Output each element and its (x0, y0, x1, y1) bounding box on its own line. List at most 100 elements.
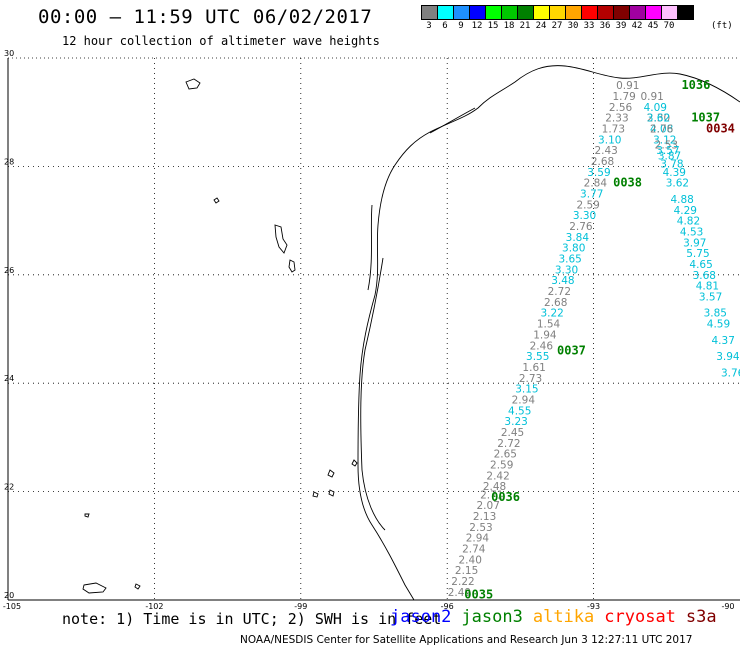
swh-value: 3.30 (555, 264, 578, 276)
swh-value: 3.10 (598, 134, 621, 146)
swh-value: 3.23 (504, 416, 527, 428)
swh-value: 0.91 (640, 91, 663, 103)
legend-label: 33 (583, 21, 595, 31)
lat-tick-label: 30 (4, 49, 14, 58)
lake-6 (134, 583, 141, 590)
swh-value: 2.30 (647, 113, 670, 125)
page-subtitle: 12 hour collection of altimeter wave hei… (62, 34, 380, 48)
pass-number: 1036 (681, 78, 710, 92)
swh-value: 1.61 (522, 362, 545, 374)
swh-value: 2.46 (530, 340, 554, 352)
lat-tick-label: 28 (4, 157, 14, 166)
swh-value: 2.84 (584, 178, 608, 190)
satellite-jason2: jason2 (390, 607, 452, 627)
lake-8 (327, 469, 335, 478)
legend-label: 9 (458, 21, 464, 31)
pass-number: 0037 (557, 344, 586, 358)
lat-tick-label: 24 (4, 374, 14, 383)
swh-value: 3.57 (699, 291, 722, 303)
legend-label: 18 (503, 21, 515, 31)
swh-value: 4.81 (696, 281, 719, 293)
lake-10 (351, 459, 358, 467)
legend-label: 21 (519, 21, 531, 31)
swh-value: 2.07 (477, 500, 500, 512)
swh-value: 2.53 (469, 522, 492, 534)
color-legend (421, 5, 694, 20)
swh-value: 5.75 (686, 248, 709, 260)
legend-label: 12 (471, 21, 483, 31)
lon-tick-label: -102 (145, 602, 163, 611)
barrier-island-south (360, 257, 386, 531)
barrier-island-north (429, 107, 476, 134)
swh-value: 2.53 (655, 140, 678, 152)
swh-value: 2.33 (605, 113, 628, 125)
swh-value: 3.97 (683, 237, 706, 249)
legend-label: 42 (631, 21, 643, 31)
swh-value: 2.40 (459, 554, 482, 566)
swh-value: 1.94 (533, 329, 557, 341)
swh-value: 4.65 (689, 259, 712, 271)
legend-label: 39 (615, 21, 627, 31)
swh-value: 2.76 (650, 123, 674, 135)
swh-value: 2.59 (576, 199, 599, 211)
swh-value: 3.55 (526, 351, 549, 363)
lake-2 (213, 197, 220, 204)
swh-value: 4.82 (677, 216, 700, 228)
swh-value: 2.48 (483, 481, 506, 493)
legend-unit: (ft) (711, 21, 733, 31)
swh-value: 1.79 (612, 91, 635, 103)
swh-value: 3.84 (566, 232, 590, 244)
swh-value: 3.15 (515, 384, 538, 396)
legend-label: 45 (647, 21, 659, 31)
swh-value: 2.73 (519, 373, 542, 385)
legend-swatch (677, 5, 694, 20)
swh-value: 2.15 (455, 565, 478, 577)
legend-label: 6 (442, 21, 448, 31)
swh-value: 3.87 (658, 151, 681, 163)
legend-label: 30 (567, 21, 579, 31)
map-grid: -105 -102 -99 -96 -93 -90 30 28 26 24 22 20 (3, 49, 740, 611)
lat-tick-label: 26 (4, 266, 14, 275)
lake-9 (328, 489, 335, 497)
legend-label: 70 (663, 21, 675, 31)
color-legend-labels: 3 6 9 12 15 18 21 24 27 30 33 36 39 42 45 70 (421, 21, 693, 31)
pass-number: 0035 (464, 588, 493, 602)
swh-value: 4.39 (663, 167, 686, 179)
swh-value: 3.80 (562, 243, 585, 255)
swh-value: 4.88 (670, 194, 693, 206)
swh-value: 2.42 (486, 470, 509, 482)
swh-value: 4.08 (650, 123, 673, 135)
swh-value: 4.29 (674, 205, 697, 217)
swh-value: 2.94 (466, 533, 490, 545)
swh-value: 2.65 (494, 449, 517, 461)
swh-value: 2.71 (480, 489, 503, 501)
satellite-altika: altika (532, 607, 595, 627)
swh-value: 3.68 (693, 270, 716, 282)
pass-number: 1037 (691, 111, 720, 125)
swh-value: 3.77 (580, 189, 603, 201)
swh-value: 3.30 (573, 210, 596, 222)
pass-number: 0036 (491, 490, 520, 504)
satellite-legend: jason2 jason3 altika cryosat s3a (390, 607, 727, 627)
swh-value: 3.78 (660, 159, 683, 171)
lat-tick-label: 22 (4, 483, 14, 492)
lon-tick-label: -96 (441, 602, 454, 611)
swh-value: 2.22 (451, 576, 474, 588)
swh-value: 2.74 (462, 544, 486, 556)
satellite-cryosat: cryosat (604, 607, 676, 627)
lake-7 (84, 513, 90, 518)
swh-value: 2.68 (544, 297, 567, 309)
swh-value: 4.59 (707, 319, 730, 331)
lake-3 (274, 224, 288, 254)
swh-value: 2.43 (594, 145, 617, 157)
coastline-main (357, 65, 740, 601)
swh-value: 1.73 (602, 123, 625, 135)
coastline (357, 65, 740, 601)
swh-value: 2.68 (591, 156, 614, 168)
lake-11 (312, 491, 319, 498)
swh-value: 4.55 (508, 405, 531, 417)
satellite-jason3: jason3 (461, 607, 523, 627)
laguna-inner (367, 204, 373, 291)
lake-1 (185, 78, 201, 90)
swh-value: 3.12 (653, 134, 676, 146)
